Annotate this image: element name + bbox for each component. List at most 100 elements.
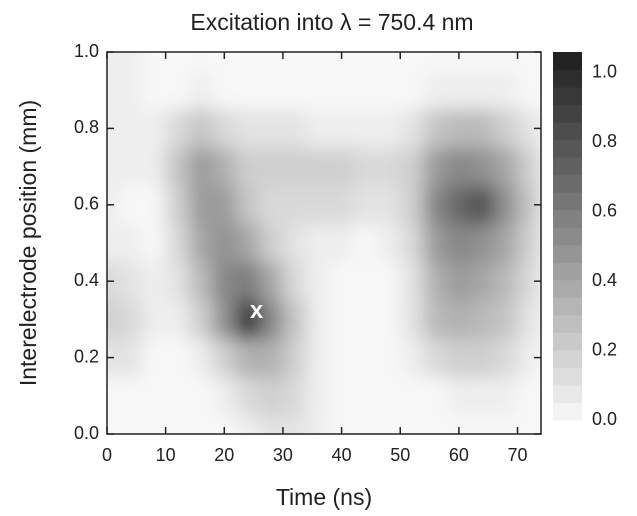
cell [400, 185, 425, 225]
cell [400, 262, 425, 301]
cell [353, 223, 378, 263]
cell [118, 71, 143, 110]
cell [517, 376, 541, 416]
cell [236, 338, 260, 378]
cell [282, 414, 307, 434]
cell [376, 376, 401, 416]
cell [376, 109, 401, 148]
cell [107, 223, 120, 263]
cell [517, 300, 541, 339]
cell [447, 223, 472, 263]
colorbar-band [553, 209, 582, 228]
cell [212, 338, 237, 378]
colorbar-band [553, 384, 582, 403]
cell [517, 109, 541, 148]
cell [400, 109, 425, 148]
colorbar-band [553, 174, 582, 193]
cell [118, 109, 143, 148]
cell [107, 147, 120, 187]
cell [189, 376, 214, 416]
cell [423, 338, 448, 378]
cell [470, 262, 495, 301]
cell [259, 147, 284, 187]
x-axis-label: Time (ns) [276, 484, 372, 510]
cell [142, 414, 167, 434]
cell [353, 414, 378, 434]
cell [447, 376, 472, 416]
cell [306, 414, 331, 434]
cell [423, 300, 448, 339]
cell [329, 109, 354, 148]
cell [165, 338, 190, 378]
cell [517, 71, 541, 110]
cell [118, 223, 143, 263]
cell [142, 52, 167, 72]
cell [353, 109, 378, 148]
cell [212, 376, 237, 416]
cell [447, 414, 472, 434]
cell [212, 71, 237, 110]
cell [470, 52, 495, 72]
colorbar-tick-label: 1.0 [592, 62, 617, 82]
cell [118, 52, 143, 72]
x-tick-label: 60 [449, 445, 469, 465]
cell [107, 300, 120, 339]
colorbar-band [553, 122, 582, 141]
cell [376, 185, 401, 225]
cell [165, 414, 190, 434]
cell [282, 52, 307, 72]
cell [189, 147, 214, 187]
cell [470, 147, 495, 187]
cell [400, 147, 425, 187]
cell [470, 223, 495, 263]
cell [306, 262, 331, 301]
cell [142, 185, 167, 225]
cell [165, 71, 190, 110]
cell [142, 71, 167, 110]
cell [517, 185, 541, 225]
colorbar-tick-label: 0.0 [592, 409, 617, 429]
y-axis-label: Interelectrode position (mm) [15, 100, 41, 386]
cell [212, 223, 237, 263]
colorbar-band [553, 192, 582, 211]
cell [165, 52, 190, 72]
colorbar-band [553, 52, 582, 71]
cell [306, 338, 331, 378]
cell [165, 185, 190, 225]
y-tick-label: 0.0 [74, 423, 99, 443]
cell [494, 109, 519, 148]
cell [259, 185, 284, 225]
cell [282, 71, 307, 110]
cell [306, 52, 331, 72]
cell [400, 71, 425, 110]
cell [259, 223, 284, 263]
cell [329, 338, 354, 378]
cell [470, 338, 495, 378]
cell [353, 262, 378, 301]
cell [494, 71, 519, 110]
colorbar-tick-label: 0.6 [592, 200, 617, 220]
cell [376, 223, 401, 263]
y-tick-label: 0.8 [74, 117, 99, 137]
cell [212, 262, 237, 301]
y-tick-label: 0.6 [74, 194, 99, 214]
cell [212, 52, 237, 72]
cell [447, 147, 472, 187]
cell [423, 147, 448, 187]
colorbar-band [553, 139, 582, 158]
cell [142, 147, 167, 187]
y-tick-label: 0.2 [74, 346, 99, 366]
cell [329, 71, 354, 110]
cell [165, 223, 190, 263]
cell [517, 338, 541, 378]
cell [189, 185, 214, 225]
cell [259, 109, 284, 148]
cell [329, 376, 354, 416]
cell [400, 300, 425, 339]
colorbar-band [553, 69, 582, 88]
cell [236, 52, 260, 72]
y-tick-label: 0.4 [74, 270, 99, 290]
cell [236, 300, 260, 339]
cell [212, 147, 237, 187]
